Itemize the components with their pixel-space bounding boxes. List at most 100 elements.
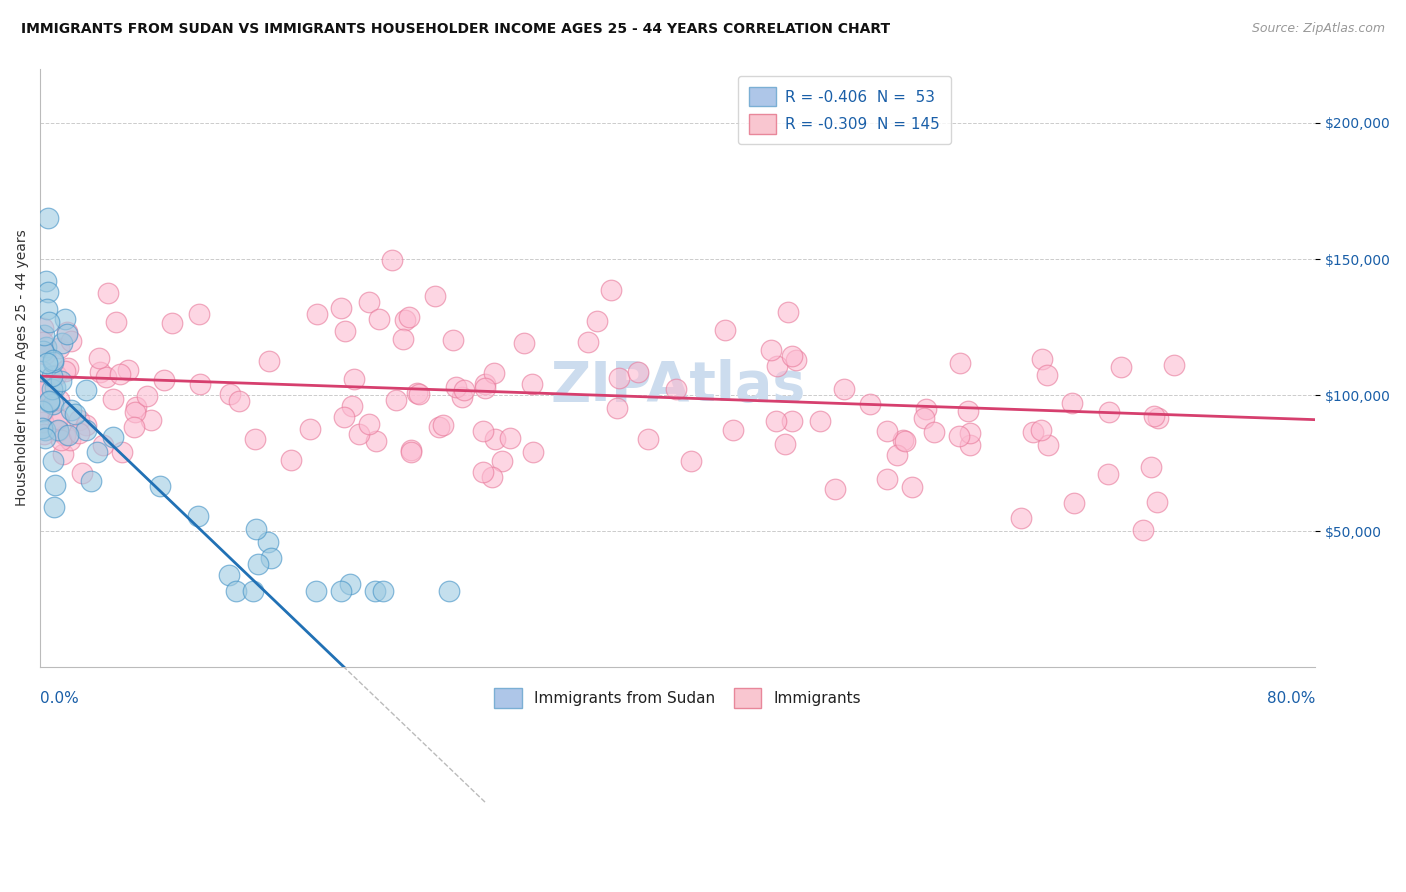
Point: [38, 315, 60, 329]
Text: 80.0%: 80.0%: [1267, 691, 1316, 706]
Point: [1031, 352, 1053, 367]
Point: [876, 472, 898, 486]
Point: [520, 377, 543, 392]
Point: [94, 369, 117, 384]
Point: [34, 382, 56, 396]
Point: [522, 445, 544, 459]
Point: [93, 438, 115, 452]
Point: [67, 412, 90, 426]
Text: 0.0%: 0.0%: [41, 691, 79, 706]
Point: [432, 418, 454, 433]
Point: [441, 333, 464, 347]
Point: [37, 211, 59, 226]
Point: [51, 336, 73, 351]
Point: [37, 356, 59, 370]
Point: [75, 424, 97, 438]
Point: [75, 383, 97, 397]
Point: [637, 432, 659, 446]
Point: [45, 368, 67, 383]
Point: [1022, 425, 1045, 440]
Point: [586, 314, 609, 328]
Point: [681, 454, 703, 468]
Point: [627, 365, 650, 379]
Point: [125, 400, 148, 414]
Point: [101, 392, 124, 406]
Point: [153, 373, 176, 387]
Point: [44, 500, 66, 514]
Point: [1029, 423, 1052, 437]
Point: [44, 380, 66, 394]
Point: [31, 421, 53, 435]
Point: [59, 334, 82, 349]
Point: [75, 418, 97, 433]
Point: [49, 433, 72, 447]
Point: [53, 311, 76, 326]
Point: [160, 316, 183, 330]
Point: [56, 427, 79, 442]
Point: [491, 453, 513, 467]
Point: [46, 424, 69, 438]
Point: [1098, 405, 1121, 419]
Point: [1010, 511, 1032, 525]
Point: [824, 482, 846, 496]
Point: [343, 372, 366, 386]
Point: [499, 432, 522, 446]
Point: [948, 429, 970, 443]
Point: [607, 371, 630, 385]
Point: [80, 474, 103, 488]
Point: [219, 387, 242, 401]
Point: [63, 407, 86, 421]
Point: [513, 336, 536, 351]
Point: [349, 427, 371, 442]
Point: [780, 350, 803, 364]
Point: [31, 404, 53, 418]
Point: [1146, 495, 1168, 509]
Point: [437, 584, 460, 599]
Point: [912, 411, 935, 425]
Point: [257, 535, 280, 549]
Point: [859, 397, 882, 411]
Legend: Immigrants from Sudan, Immigrants: Immigrants from Sudan, Immigrants: [488, 681, 868, 714]
Point: [58, 360, 80, 375]
Point: [599, 283, 621, 297]
Point: [453, 383, 475, 397]
Point: [894, 434, 917, 448]
Point: [101, 430, 124, 444]
Point: [808, 413, 831, 427]
Point: [474, 381, 496, 395]
Text: IMMIGRANTS FROM SUDAN VS IMMIGRANTS HOUSEHOLDER INCOME AGES 25 - 44 YEARS CORREL: IMMIGRANTS FROM SUDAN VS IMMIGRANTS HOUS…: [21, 22, 890, 37]
Point: [451, 390, 474, 404]
Point: [1035, 368, 1057, 382]
Point: [35, 340, 58, 354]
Y-axis label: Householder Income Ages 25 - 44 years: Householder Income Ages 25 - 44 years: [15, 229, 30, 507]
Point: [187, 508, 209, 523]
Point: [46, 423, 69, 437]
Point: [46, 411, 69, 425]
Point: [51, 374, 73, 388]
Point: [357, 294, 380, 309]
Point: [333, 409, 356, 424]
Point: [31, 344, 53, 359]
Point: [32, 426, 55, 441]
Point: [1060, 396, 1083, 410]
Point: [394, 312, 416, 326]
Point: [778, 305, 800, 319]
Point: [398, 310, 420, 324]
Point: [335, 325, 357, 339]
Point: [260, 551, 283, 566]
Point: [42, 454, 65, 468]
Point: [67, 426, 90, 441]
Point: [34, 423, 56, 437]
Point: [606, 401, 628, 416]
Point: [576, 335, 599, 350]
Point: [381, 253, 404, 268]
Point: [367, 312, 389, 326]
Point: [70, 466, 93, 480]
Point: [108, 367, 131, 381]
Point: [922, 425, 945, 439]
Point: [59, 433, 82, 447]
Point: [246, 557, 269, 571]
Point: [959, 425, 981, 440]
Point: [32, 385, 55, 400]
Point: [766, 359, 789, 373]
